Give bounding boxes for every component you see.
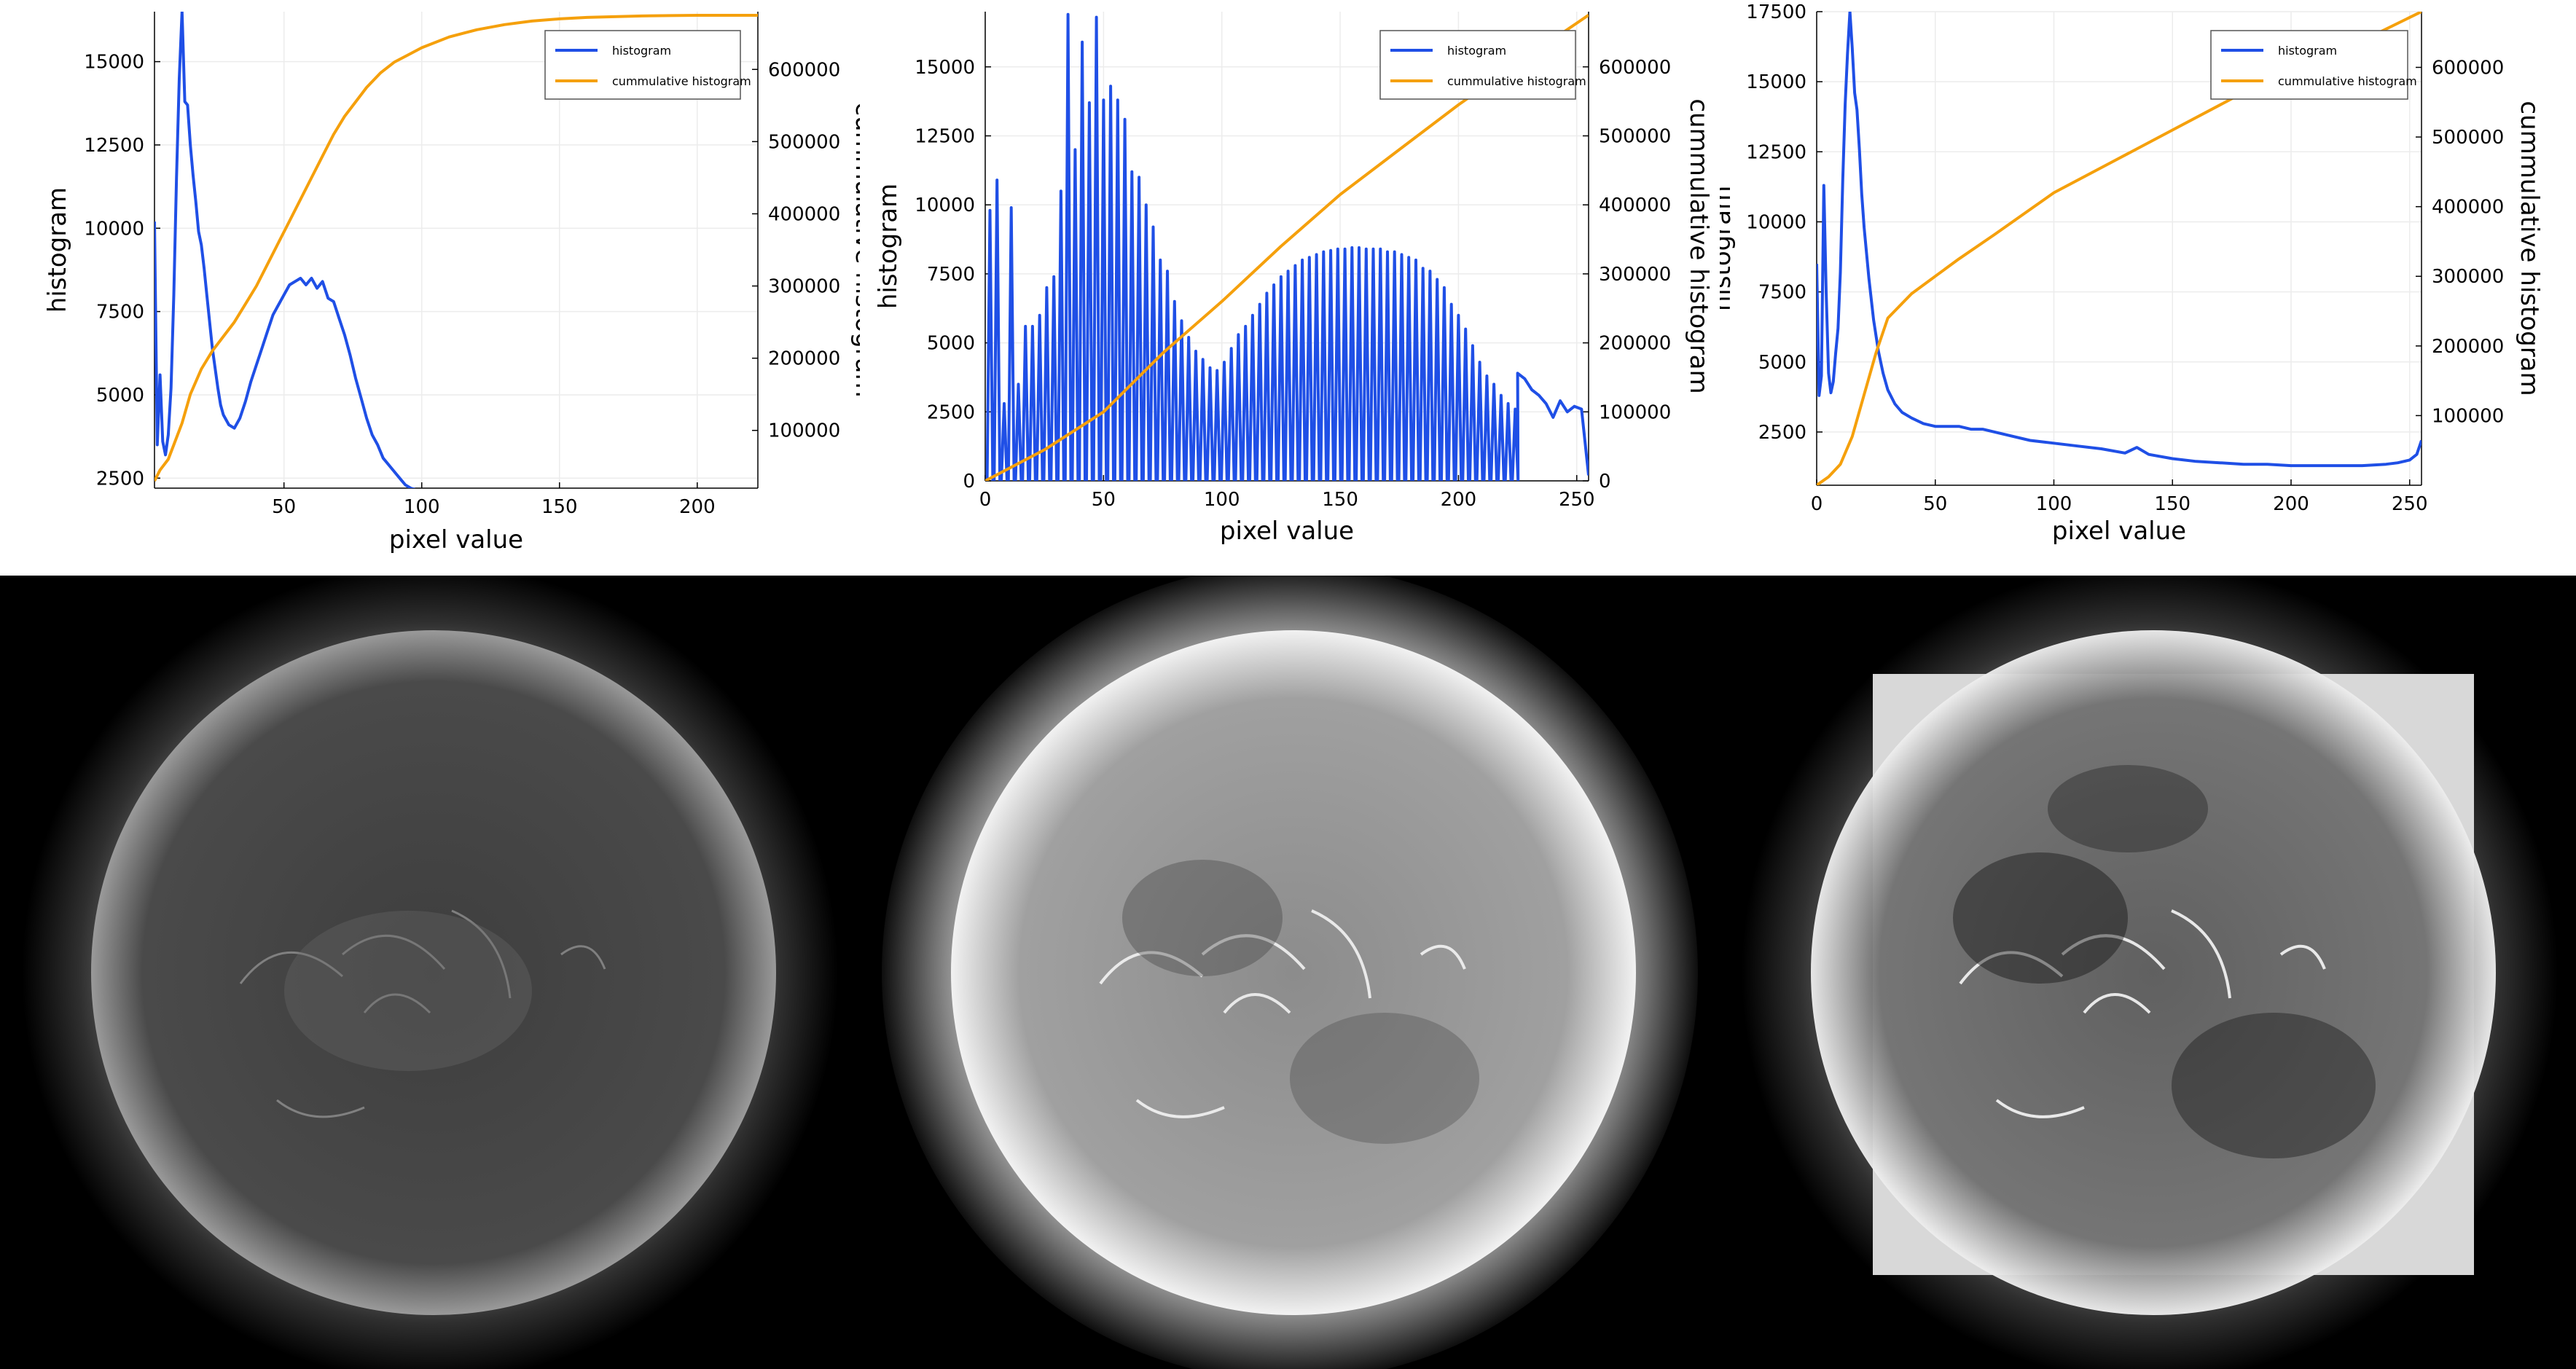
y-axis-label: histogram (874, 184, 903, 309)
sun-image-equalized (860, 576, 1720, 1369)
y2-axis-label: cummulative histogram (1684, 98, 1713, 393)
x-tick-label: 250 (1559, 489, 1595, 511)
legend-box (544, 30, 741, 100)
sun-images-row (0, 576, 2576, 1369)
histogram-chart-original: 50 100 150 200 2500 5000 7500 10000 12500 15000 10… (43, 12, 860, 554)
histogram-chart-adaptive: 0 50 100 150 200 250 2500 5000 7500 10000 12500 150… (1720, 1, 2544, 546)
y-tick-label: 10000 (84, 218, 144, 240)
y2-tick-label: 600000 (1599, 57, 1671, 79)
x-tick-label: 200 (1441, 489, 1477, 511)
series-line-0 (154, 12, 416, 488)
y-tick-label: 5000 (1758, 352, 1806, 374)
legend-label: histogram (1447, 44, 1506, 58)
y-tick-label: 15000 (915, 57, 975, 79)
legend: histogram cummulative histogram (544, 30, 751, 100)
y2-axis-label: cummulative histogram (850, 102, 860, 397)
x-tick-label: 0 (979, 489, 992, 511)
x-tick-label: 150 (1322, 489, 1358, 511)
y2-tick-label: 600000 (768, 59, 840, 81)
y-tick-label: 10000 (915, 195, 975, 216)
y2-tick-label: 0 (1599, 471, 1611, 493)
legend-box (2210, 30, 2408, 100)
y2-tick-label: 400000 (1599, 195, 1671, 216)
y2-tick-label: 100000 (1599, 401, 1671, 423)
x-tick-label: 200 (2273, 493, 2309, 515)
legend-label: cummulative histogram (612, 74, 751, 88)
y-axis-label: histogram (43, 187, 72, 313)
x-tick-label: 150 (2154, 493, 2191, 515)
x-axis-label: pixel value (2052, 517, 2186, 546)
y2-tick-label: 500000 (2432, 127, 2504, 149)
y-tick-label: 17500 (1746, 1, 1806, 23)
y-tick-label: 15000 (84, 52, 144, 74)
x-tick-label: 0 (1811, 493, 1823, 515)
x-tick-label: 50 (272, 496, 296, 518)
legend-label: cummulative histogram (2278, 74, 2417, 88)
y-tick-label: 15000 (1746, 71, 1806, 93)
y2-tick-label: 400000 (768, 203, 840, 225)
y-tick-label: 2500 (1758, 422, 1806, 444)
x-tick-label: 50 (1923, 493, 1947, 515)
y2-tick-label: 400000 (2432, 197, 2504, 219)
y-tick-label: 12500 (1746, 141, 1806, 163)
y-tick-label: 2500 (96, 468, 144, 490)
x-tick-label: 100 (1204, 489, 1240, 511)
legend-label: histogram (2278, 44, 2337, 58)
y-axis-label: histogram (1720, 186, 1737, 311)
charts-row: 50 100 150 200 2500 5000 7500 10000 12500 15000 10… (0, 0, 2576, 576)
histogram-chart-equalized: 0 50 100 150 200 2500250050007500100001250015… (874, 12, 1713, 546)
y2-tick-label: 200000 (2432, 336, 2504, 358)
y-tick-label: 7500 (96, 302, 144, 323)
y2-tick-label: 500000 (768, 131, 840, 153)
legend: histogram cummulative histogram (2210, 30, 2417, 100)
x-tick-label: 100 (404, 496, 440, 518)
x-tick-label: 100 (2036, 493, 2072, 515)
plot-area (154, 12, 758, 488)
y2-tick-label: 300000 (2432, 266, 2504, 288)
y2-tick-label: 500000 (1599, 125, 1671, 147)
y-tick-label: 5000 (96, 385, 144, 407)
y-tick-label: 5000 (927, 333, 975, 355)
y2-tick-label: 300000 (1599, 264, 1671, 286)
y-tick-label: 7500 (927, 264, 975, 286)
y2-tick-label: 200000 (768, 348, 840, 370)
x-tick-label: 50 (1092, 489, 1116, 511)
series-line-1 (154, 14, 758, 482)
y-tick-label: 0 (963, 471, 975, 493)
x-tick-label: 200 (679, 496, 716, 518)
y2-tick-label: 100000 (2432, 405, 2504, 427)
x-tick-label: 150 (541, 496, 578, 518)
y2-tick-label: 200000 (1599, 333, 1671, 355)
x-axis-label: pixel value (1220, 517, 1354, 546)
y-tick-label: 7500 (1758, 282, 1806, 304)
y2-axis-label: cummulative histogram (2515, 101, 2544, 396)
x-axis-label: pixel value (389, 525, 523, 554)
legend: histogram cummulative histogram (1379, 30, 1586, 100)
legend-box (1379, 30, 1576, 100)
legend-label: cummulative histogram (1447, 74, 1586, 88)
y2-tick-label: 600000 (2432, 57, 2504, 79)
y-tick-label: 12500 (84, 135, 144, 157)
sun-image-adaptive (1720, 576, 2576, 1369)
series-line-0 (1817, 12, 2422, 468)
sun-image-original (0, 576, 860, 1369)
x-tick-label: 250 (2392, 493, 2428, 515)
series-line-0 (985, 12, 1589, 481)
y2-tick-label: 100000 (768, 420, 840, 442)
y-tick-label: 10000 (1746, 211, 1806, 233)
y2-tick-label: 300000 (768, 276, 840, 298)
legend-label: histogram (612, 44, 671, 58)
y-tick-label: 12500 (915, 125, 975, 147)
y-tick-label: 2500 (927, 401, 975, 423)
